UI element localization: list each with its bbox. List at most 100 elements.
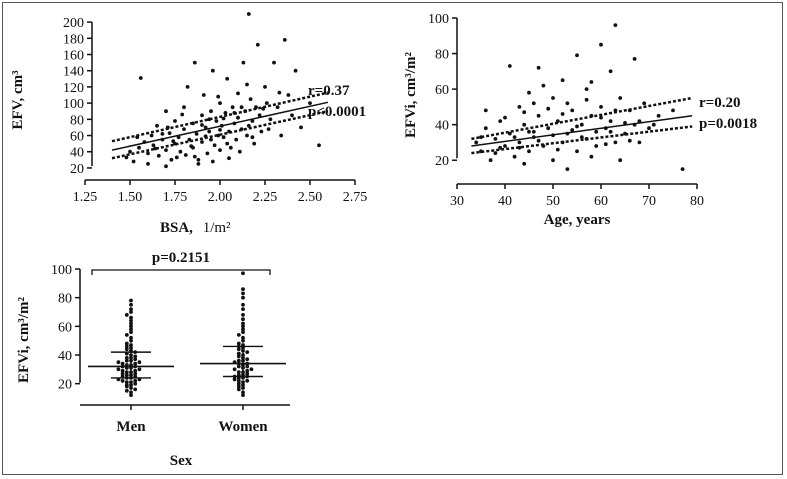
age-data-point [531,101,536,106]
sex-data-point [124,356,129,360]
sex-data-point [241,307,245,311]
bsa-regression-line [111,101,329,151]
bsa-x-unit: 1/m² [203,220,231,236]
sex-data-point [241,380,245,385]
bsa-data-point [137,145,141,150]
bsa-data-point [164,109,168,114]
bsa-data-point [156,153,161,158]
bsa-x-tick-label: 1.75 [163,190,188,205]
sex-y-tick-label: 40 [58,349,72,364]
age-data-point [512,135,517,140]
bsa-data-point [246,12,251,16]
age-data-point [642,101,647,106]
age-data-point [498,119,503,123]
bsa-y-tick-label: 200 [63,16,84,31]
bsa-data-point [279,133,284,138]
bsa-data-point [200,113,204,118]
bsa-data-point [277,90,282,95]
bsa-y-tick-label: 20 [70,162,84,177]
age-data-point [570,108,575,113]
sex-data-point [241,295,245,300]
bsa-data-point [210,159,215,164]
age-data-point [589,154,594,159]
sex-data-point [245,350,250,354]
age-x-tick-label: 40 [498,194,512,209]
age-data-point [565,101,570,106]
sex-data-point [120,371,125,376]
sex-data-point [241,302,245,307]
bsa-y-axis-label: EFV, cm³ [10,70,26,130]
bsa-data-point [259,129,264,134]
bsa-data-point [212,143,217,148]
age-data-point [651,122,656,127]
bsa-x-tick-label: 1.25 [73,190,98,205]
bsa-y-tick-label: 100 [63,97,84,112]
bsa-data-point [200,123,204,127]
bsa-data-point [245,82,249,87]
bsa-ci-upper-line [111,91,329,143]
bsa-data-point [228,145,233,150]
bsa-data-point [155,123,159,128]
age-data-point [483,108,488,113]
sex-data-point [124,333,129,337]
sex-data-point [241,386,245,390]
age-data-point [527,149,531,154]
bsa-data-point [218,148,222,153]
bsa-data-point [200,140,204,144]
bsa-data-point [317,143,321,148]
sex-data-point [232,377,237,382]
bsa-data-point [146,151,150,156]
bsa-data-point [241,60,246,65]
age-r-annotation: r=0.20 [699,95,740,111]
bsa-x-tick-label: 2.25 [253,190,278,205]
age-data-point [671,108,675,113]
age-x-axis-label: Age, years [544,212,611,228]
sex-category-label: Women [218,419,268,435]
sex-data-point [129,338,133,343]
sex-data-point [133,381,138,386]
age-x-tick-label: 50 [546,194,560,209]
bsa-data-point [164,164,168,169]
bsa-r-annotation: r=0.37 [308,83,350,99]
bsa-data-point [182,105,186,110]
sex-data-point [116,367,121,372]
sex-data-point [129,307,133,311]
sex-data-point [124,313,129,317]
bsa-y-tick-label: 180 [63,32,84,47]
age-data-point [503,115,507,120]
age-data-point [527,90,531,95]
age-data-point [623,121,627,125]
sex-data-point [129,380,133,385]
age-regression-line [471,115,693,147]
age-data-point [536,65,541,70]
age-data-point [608,69,613,74]
sex-data-point [129,321,133,326]
age-data-point [575,53,579,58]
sex-data-point [236,354,241,359]
sex-data-point [236,364,241,369]
sex-y-tick-label: 100 [51,263,72,278]
age-ci-lower-line [471,125,693,155]
bsa-data-point [192,154,197,159]
age-data-point [608,119,613,123]
sex-data-point [133,368,138,373]
sex-data-point [129,345,133,350]
sex-data-point [241,390,245,395]
bsa-data-point [286,93,291,97]
sex-data-point [236,370,241,375]
sex-data-point [129,302,133,307]
sex-data-point [241,321,245,326]
age-data-point [575,124,579,129]
sex-data-point [241,393,245,397]
age-data-point [594,129,599,134]
sex-data-point [129,318,133,323]
age-data-point [579,122,584,127]
bsa-data-point [180,112,185,117]
bsa-y-tick-label: 120 [63,81,84,96]
bsa-data-point [237,149,242,154]
sex-data-point [137,367,142,372]
sex-data-point [129,310,133,314]
age-y-tick-label: 40 [435,119,449,134]
sex-data-point [236,351,241,356]
bsa-data-point [246,123,251,128]
